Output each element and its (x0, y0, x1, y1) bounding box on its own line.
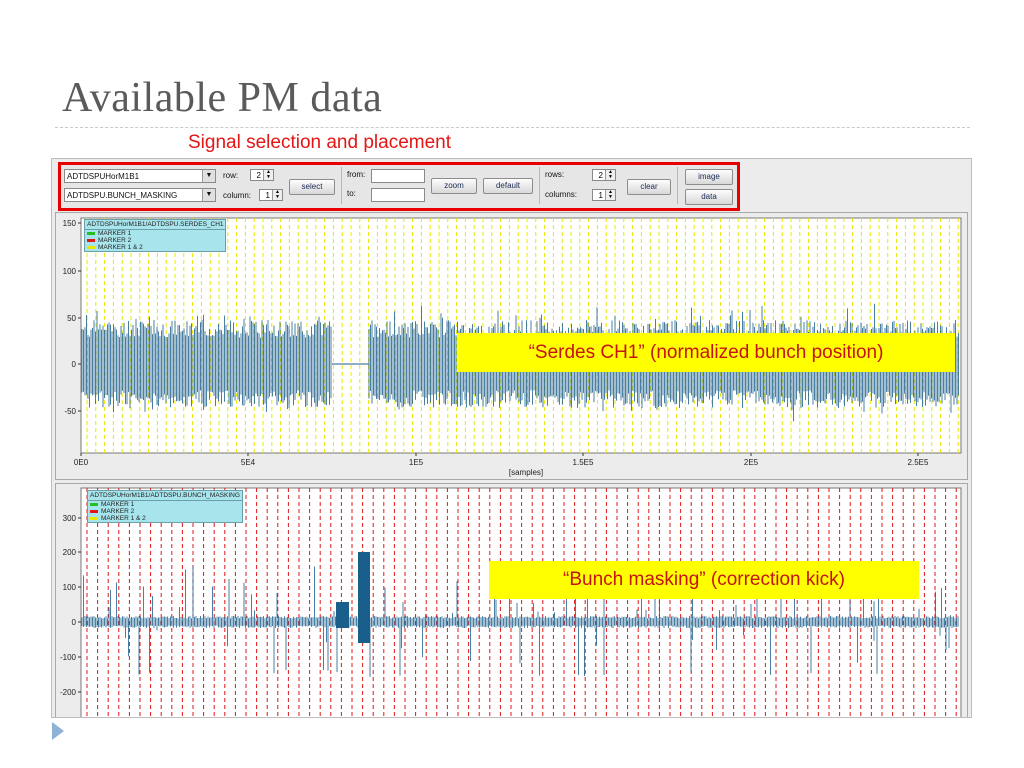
image-button[interactable]: image (685, 169, 733, 185)
column-value: 1 (265, 191, 270, 200)
row-value: 2 (256, 171, 261, 180)
to-label: to: (347, 189, 356, 198)
columns-spinner[interactable]: 1 ▲ ▼ (592, 189, 616, 201)
signal-select-2-value: ADTDSPU.BUNCH_MASKING (67, 191, 178, 200)
columns-value: 1 (598, 191, 603, 200)
x-tick-label: 2E5 (744, 458, 759, 467)
legend-item-label: MARKER 1 (98, 230, 132, 237)
legend-item-label: MARKER 2 (101, 508, 135, 515)
marker-swatch-icon (90, 516, 98, 520)
legend-item: MARKER 1 (88, 501, 242, 508)
y-tick-label: 100 (63, 267, 77, 276)
y-tick-label: 300 (63, 514, 77, 523)
legend-item: MARKER 1 (85, 230, 225, 237)
plot-panel-bunch-masking: 300 200 100 0 -100 -200 ADTDSPUHorM1B1/ADTDSP… (55, 483, 968, 718)
data-button[interactable]: data (685, 189, 733, 205)
from-label: from: (347, 170, 366, 179)
bunch-masking-callout: “Bunch masking” (correction kick) (489, 561, 919, 599)
triangle-bullet-icon (52, 722, 64, 740)
select-button[interactable]: select (289, 179, 335, 195)
spinner-arrows-icon[interactable]: ▲ ▼ (272, 190, 282, 200)
slide-subtitle: Signal selection and placement (188, 132, 452, 153)
row-label: row: (223, 171, 239, 180)
x-tick-label: 5E4 (241, 458, 256, 467)
rows-spinner[interactable]: 2 ▲ ▼ (592, 169, 616, 181)
title-rule (55, 127, 970, 128)
y-tick-label: -50 (64, 407, 76, 416)
y-tick-label: 0 (72, 360, 77, 369)
column-label: column: (223, 191, 252, 200)
legend-title: ADTDSPUHorM1B1/ADTDSPU.BUNCH_MASKING (88, 491, 242, 501)
legend-item-label: MARKER 1 (101, 501, 135, 508)
rows-value: 2 (598, 171, 603, 180)
plot-panel-serdes: 150 100 50 0 -50 0E0 5E4 1E5 1.5E5 2E5 2.5E5 [sampl… (55, 212, 968, 480)
spinner-arrows-icon[interactable]: ▲ ▼ (605, 170, 615, 180)
x-tick-label: 1.5E5 (573, 458, 594, 467)
toolbar-separator (677, 167, 678, 204)
y-tick-label: 100 (63, 583, 77, 592)
default-button[interactable]: default (483, 178, 533, 194)
plot-area (80, 487, 962, 717)
slide-title: Available PM data (62, 75, 383, 121)
chevron-down-icon[interactable]: ▼ (202, 170, 215, 182)
legend-item: MARKER 2 (85, 237, 225, 244)
toolbar-separator (341, 167, 342, 204)
signal-bump (358, 552, 370, 643)
marker-swatch-icon (87, 245, 95, 249)
x-tick-label: 0E0 (74, 458, 89, 467)
y-tick-label: 150 (63, 219, 77, 228)
plot1-legend: ADTDSPUHorM1B1/ADTDSPU.SERDES_CH1 MARKER… (84, 219, 226, 252)
chevron-down-icon[interactable]: ▼ (202, 189, 215, 201)
columns-label: columns: (545, 190, 578, 199)
plot2-legend: ADTDSPUHorM1B1/ADTDSPU.BUNCH_MASKING MAR… (87, 490, 243, 523)
signal-bump (336, 602, 349, 628)
legend-item-label: MARKER 2 (98, 237, 132, 244)
legend-item: MARKER 2 (88, 508, 242, 515)
row-spinner[interactable]: 2 ▲ ▼ (250, 169, 274, 181)
x-tick-label: 1E5 (409, 458, 424, 467)
from-input[interactable] (371, 169, 425, 183)
y-tick-label: 50 (67, 314, 76, 323)
y-tick-label: 0 (72, 618, 77, 627)
signal-select-1-value: ADTDSPUHorM1B1 (67, 172, 140, 181)
marker-swatch-icon (90, 509, 98, 513)
serdes-callout: “Serdes CH1” (normalized bunch position) (457, 333, 955, 372)
rows-label: rows: (545, 170, 565, 179)
x-tick-label: 2.5E5 (908, 458, 929, 467)
x-axis-label: [samples] (509, 468, 543, 477)
marker-swatch-icon (87, 238, 95, 242)
legend-item: MARKER 1 & 2 (88, 515, 242, 522)
legend-item-label: MARKER 1 & 2 (98, 244, 143, 251)
column-spinner[interactable]: 1 ▲ ▼ (259, 189, 283, 201)
legend-item: MARKER 1 & 2 (85, 244, 225, 251)
signal-select-2[interactable]: ADTDSPU.BUNCH_MASKING ▼ (64, 188, 216, 202)
y-tick-label: -100 (60, 653, 77, 662)
bunch-masking-plot[interactable]: 300 200 100 0 -100 -200 (56, 484, 967, 718)
to-input[interactable] (371, 188, 425, 202)
legend-item-label: MARKER 1 & 2 (101, 515, 146, 522)
marker-swatch-icon (90, 502, 98, 506)
signal-select-1[interactable]: ADTDSPUHorM1B1 ▼ (64, 169, 216, 183)
y-tick-label: -200 (60, 688, 77, 697)
spinner-arrows-icon[interactable]: ▲ ▼ (263, 170, 273, 180)
spinner-arrows-icon[interactable]: ▲ ▼ (605, 190, 615, 200)
marker-swatch-icon (87, 231, 95, 235)
legend-title: ADTDSPUHorM1B1/ADTDSPU.SERDES_CH1 (85, 221, 225, 230)
y-tick-label: 200 (63, 548, 77, 557)
zoom-button[interactable]: zoom (431, 178, 477, 194)
pm-viewer-window: ADTDSPUHorM1B1 ▼ ADTDSPU.BUNCH_MASKING ▼… (51, 158, 972, 718)
clear-button[interactable]: clear (627, 179, 671, 195)
toolbar-separator (539, 167, 540, 204)
signal-toolbar: ADTDSPUHorM1B1 ▼ ADTDSPU.BUNCH_MASKING ▼… (58, 162, 740, 211)
